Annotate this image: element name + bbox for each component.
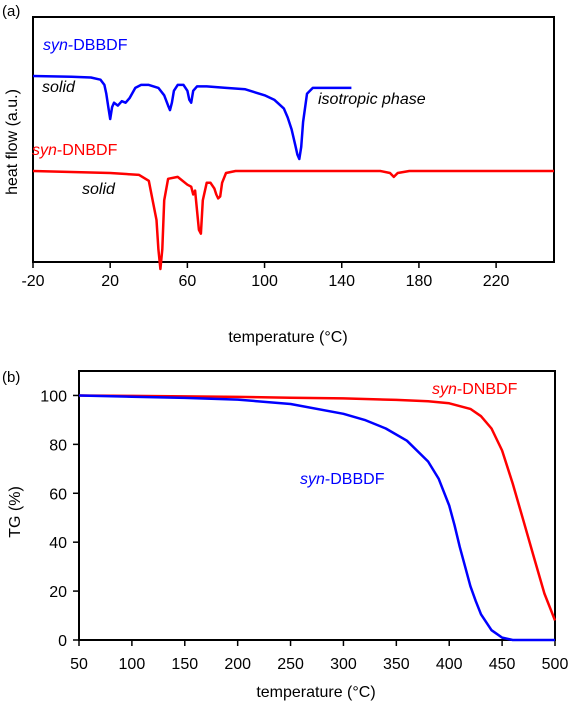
y-tick-label: 100: [40, 388, 67, 405]
panel-a-x-ticks: -20 20 60 100 140 180 220: [21, 262, 510, 290]
panel-a-label: (a): [2, 3, 20, 20]
y-tick-label: 0: [58, 633, 67, 650]
x-tick-label: -20: [21, 273, 44, 290]
series-label-syn-dbbdf-b: syn-DBBDF: [300, 471, 385, 488]
panel-a-y-axis-title: heat flow (a.u.): [4, 89, 21, 195]
x-tick-label: 60: [178, 273, 196, 290]
x-tick-label: 180: [406, 273, 433, 290]
x-tick-label: 200: [224, 656, 251, 673]
series-label-syn-dbbdf-a: syn-DNBDF: [32, 142, 118, 159]
panel-a-series-lines: [32, 74, 554, 271]
x-tick-label: 20: [101, 273, 119, 290]
series-label-syn-dnbdf-b: syn-DNBDF: [432, 381, 518, 398]
x-tick-label: 150: [171, 656, 198, 673]
x-tick-label: 300: [330, 656, 357, 673]
panel-b-x-axis-title: temperature (°C): [256, 684, 375, 701]
series-line-syn-dbbdf: [32, 74, 352, 161]
x-tick-label: 450: [489, 656, 516, 673]
panel-b-plot-frame: [78, 370, 556, 641]
x-tick-label: 140: [328, 273, 355, 290]
series-line-syn-dnbdf: [32, 169, 554, 271]
panel-a-chart: -20 20 60 100 140 180 220 syn-DBBDF syn-DNBDF …: [4, 16, 555, 346]
annotation-solid-dbbdf: solid: [42, 79, 76, 96]
series-line-syn-dbbdf: [78, 394, 555, 642]
series-label-syn-dbbdf-a: syn-DBBDF: [43, 37, 128, 54]
x-tick-label: 50: [70, 656, 88, 673]
panel-b-series-lines: [78, 394, 557, 642]
x-tick-label: 400: [436, 656, 463, 673]
y-tick-label: 80: [49, 437, 67, 454]
panel-b-chart: 50 100 150 200 250 300 350 400 450 500 0 20 40 60 80 10…: [7, 370, 568, 701]
y-tick-label: 60: [49, 486, 67, 503]
y-tick-label: 20: [49, 584, 67, 601]
panel-b-y-axis-title: TG (%): [7, 486, 24, 538]
x-tick-label: 500: [542, 656, 569, 673]
y-tick-label: 40: [49, 535, 67, 552]
panel-a-x-axis-title: temperature (°C): [228, 329, 347, 346]
annotation-solid-dnbdf: solid: [82, 181, 116, 198]
x-tick-label: 100: [251, 273, 278, 290]
panel-b-ticks: 50 100 150 200 250 300 350 400 450 500 0 20 40 60 80 10…: [40, 388, 568, 673]
panel-b-label: (b): [2, 369, 20, 386]
annotation-isotropic-phase: isotropic phase: [318, 91, 426, 108]
series-line-syn-dnbdf: [78, 394, 557, 621]
x-tick-label: 100: [119, 656, 146, 673]
x-tick-label: 250: [277, 656, 304, 673]
panel-a-plot-frame: [32, 16, 555, 263]
x-tick-label: 350: [383, 656, 410, 673]
x-tick-label: 220: [483, 273, 510, 290]
